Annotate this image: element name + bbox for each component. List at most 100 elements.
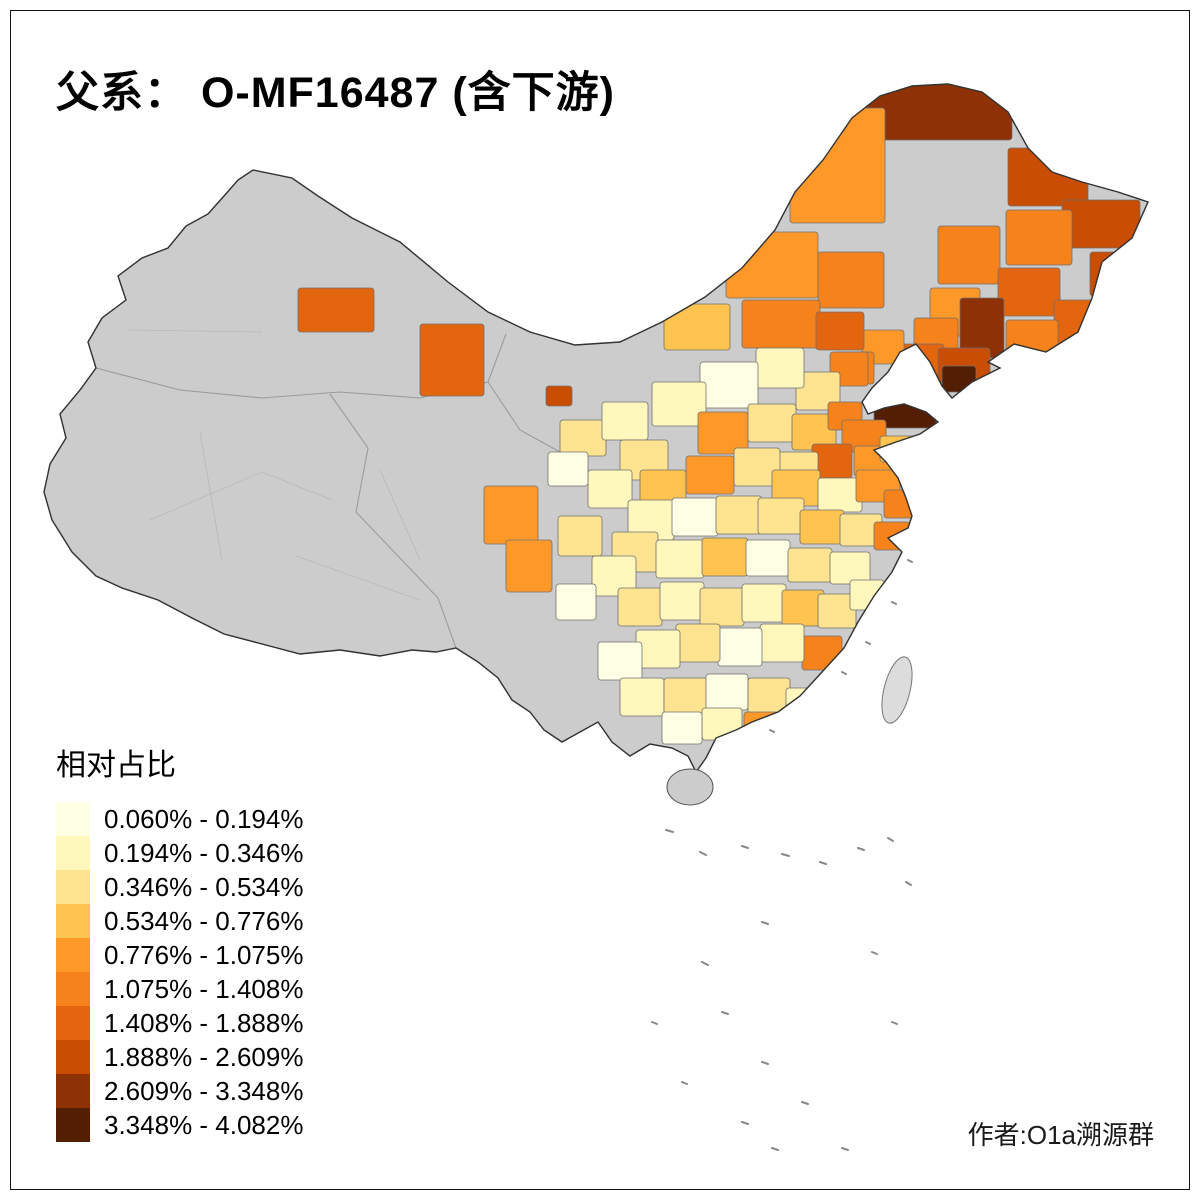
prefecture-region	[701, 537, 749, 577]
prefecture-region	[789, 107, 886, 224]
prefecture-region	[505, 539, 553, 593]
legend-swatch	[56, 802, 90, 836]
prefecture-region	[733, 447, 781, 487]
prefecture-region	[587, 469, 633, 509]
author-credit: 作者:O1a溯源群	[967, 1120, 1154, 1150]
prefecture-region	[671, 497, 719, 537]
prefecture-region	[619, 677, 665, 717]
prefecture-region	[715, 495, 763, 535]
legend-swatch	[56, 1108, 90, 1142]
prefecture-region	[601, 401, 649, 441]
prefecture-region	[635, 629, 681, 669]
prefecture-region	[787, 547, 833, 583]
legend-label: 0.346% - 0.534%	[104, 871, 304, 902]
prefecture-region	[483, 485, 539, 545]
legend-swatch	[56, 870, 90, 904]
legend-label: 1.075% - 1.408%	[104, 973, 304, 1004]
prefecture-region	[741, 583, 787, 623]
legend-swatch	[56, 836, 90, 870]
prefecture-region	[755, 347, 805, 389]
prefecture-region	[757, 497, 805, 535]
prefecture-region	[815, 311, 865, 351]
prefecture-region	[795, 371, 841, 411]
legend-row: 0.194% - 0.346%	[56, 836, 303, 870]
legend-title: 相对占比	[56, 749, 176, 782]
prefecture-region	[941, 365, 977, 393]
page-title: 父系： O-MF16487 (含下游)	[56, 69, 615, 117]
prefecture-region	[1005, 319, 1059, 361]
prefecture-region	[1005, 209, 1073, 266]
prefecture-region	[997, 267, 1061, 317]
prefecture-region	[801, 635, 843, 671]
prefecture-region	[651, 381, 707, 427]
prefecture-region	[661, 711, 703, 745]
prefecture-region	[591, 555, 637, 597]
prefecture-region	[725, 231, 819, 299]
hainan-island	[666, 768, 714, 806]
legend-swatch	[56, 972, 90, 1006]
prefecture-region	[675, 623, 721, 663]
legend-label: 1.888% - 2.609%	[104, 1041, 304, 1072]
subdivision-borders	[127, 329, 421, 601]
prefecture-region	[817, 593, 857, 629]
prefecture-region	[545, 385, 573, 407]
legend-label: 3.348% - 4.082%	[104, 1109, 304, 1140]
prefecture-region	[743, 711, 785, 743]
prefecture-region	[759, 623, 805, 663]
prefecture-region	[1089, 251, 1139, 297]
prefecture-region	[699, 361, 759, 409]
legend-label: 1.408% - 1.888%	[104, 1007, 304, 1038]
prefecture-region	[937, 225, 1001, 285]
province-borders	[95, 333, 561, 649]
legend-row: 2.609% - 3.348%	[56, 1074, 303, 1108]
prefecture-region	[663, 303, 731, 351]
legend-swatch	[56, 1006, 90, 1040]
legend-label: 2.609% - 3.348%	[104, 1075, 304, 1106]
prefecture-region	[559, 419, 607, 457]
prefecture-region	[557, 515, 603, 557]
legend-row: 0.060% - 0.194%	[56, 802, 303, 836]
legend-row: 0.534% - 0.776%	[56, 904, 303, 938]
legend-label: 0.194% - 0.346%	[104, 837, 304, 868]
prefecture-region	[717, 627, 763, 667]
prefecture-region	[883, 489, 919, 519]
prefecture-region	[659, 581, 705, 621]
prefecture-region	[799, 509, 845, 545]
prefecture-region	[705, 673, 749, 711]
prefecture-region	[297, 287, 375, 333]
prefecture-region	[663, 677, 709, 717]
legend-row: 0.346% - 0.534%	[56, 870, 303, 904]
prefecture-region	[617, 587, 663, 627]
prefecture-region	[655, 539, 705, 579]
prefecture-region	[741, 299, 821, 349]
prefecture-region	[699, 587, 745, 627]
legend-row: 0.776% - 1.075%	[56, 938, 303, 972]
legend-swatch	[56, 938, 90, 972]
taiwan-island	[881, 656, 913, 724]
prefecture-region	[597, 641, 643, 681]
legend-swatch	[56, 904, 90, 938]
legend-swatch	[56, 1074, 90, 1108]
legend-row: 1.888% - 2.609%	[56, 1040, 303, 1074]
prefecture-region	[547, 451, 589, 487]
legend-row: 3.348% - 4.082%	[56, 1108, 303, 1142]
small-islands	[651, 559, 913, 1151]
legend: 相对占比 0.060% - 0.194% 0.194% - 0.346% 0.3…	[56, 740, 303, 1142]
prefecture-region	[817, 251, 885, 309]
prefecture-region	[555, 583, 597, 621]
prefecture-region	[829, 551, 871, 585]
legend-row: 1.075% - 1.408%	[56, 972, 303, 1006]
prefecture-region	[849, 579, 885, 611]
legend-row: 1.408% - 1.888%	[56, 1006, 303, 1040]
legend-label: 0.060% - 0.194%	[104, 803, 304, 834]
prefecture-region	[785, 687, 825, 721]
prefecture-region	[745, 539, 791, 577]
prefecture-region	[685, 455, 735, 495]
prefecture-region	[747, 403, 797, 443]
prefecture-region	[879, 435, 919, 463]
legend-label: 0.534% - 0.776%	[104, 905, 304, 936]
legend-label: 0.776% - 1.075%	[104, 939, 304, 970]
prefecture-region	[817, 477, 863, 513]
prefecture-region	[419, 323, 485, 397]
